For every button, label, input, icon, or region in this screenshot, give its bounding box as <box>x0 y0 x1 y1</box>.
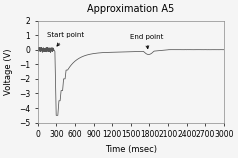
X-axis label: Time (msec): Time (msec) <box>105 145 157 154</box>
Text: Start point: Start point <box>47 32 84 46</box>
Text: End point: End point <box>130 34 163 49</box>
Y-axis label: Voltage (V): Voltage (V) <box>4 48 13 95</box>
Title: Approximation A5: Approximation A5 <box>87 4 174 14</box>
